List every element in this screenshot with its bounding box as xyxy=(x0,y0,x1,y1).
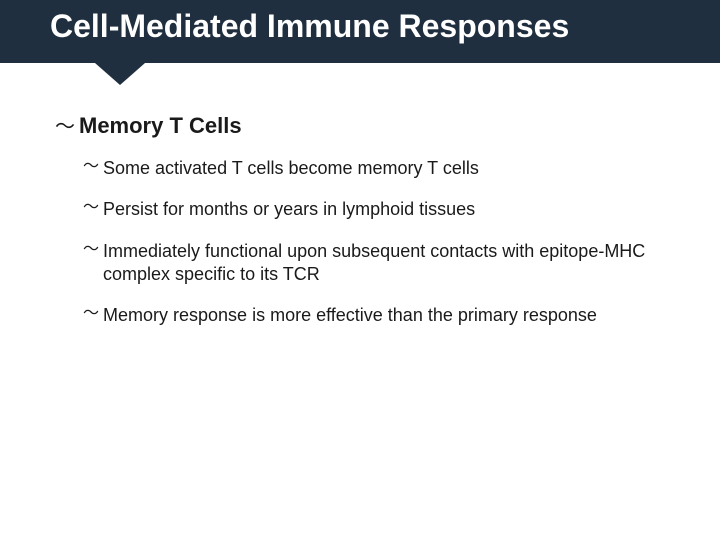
flourish-icon: ～ xyxy=(83,198,99,219)
bullet-list: ～ Some activated T cells become memory T… xyxy=(55,157,665,328)
slide-title: Cell-Mediated Immune Responses xyxy=(50,8,670,45)
flourish-icon: ～ xyxy=(55,117,75,137)
header-pointer xyxy=(95,63,145,85)
slide-content: ～ Memory T Cells ～ Some activated T cell… xyxy=(0,63,720,328)
list-item: ～ Memory response is more effective than… xyxy=(83,304,665,327)
list-item-text: Immediately functional upon subsequent c… xyxy=(103,240,665,287)
heading-row: ～ Memory T Cells xyxy=(55,113,665,139)
flourish-icon: ～ xyxy=(83,240,99,261)
flourish-icon: ～ xyxy=(83,304,99,325)
slide-header: Cell-Mediated Immune Responses xyxy=(0,0,720,63)
section-heading: Memory T Cells xyxy=(79,113,242,139)
list-item: ～ Some activated T cells become memory T… xyxy=(83,157,665,180)
list-item: ～ Immediately functional upon subsequent… xyxy=(83,240,665,287)
list-item-text: Persist for months or years in lymphoid … xyxy=(103,198,475,221)
flourish-icon: ～ xyxy=(83,157,99,178)
list-item-text: Some activated T cells become memory T c… xyxy=(103,157,479,180)
list-item: ～ Persist for months or years in lymphoi… xyxy=(83,198,665,221)
list-item-text: Memory response is more effective than t… xyxy=(103,304,597,327)
